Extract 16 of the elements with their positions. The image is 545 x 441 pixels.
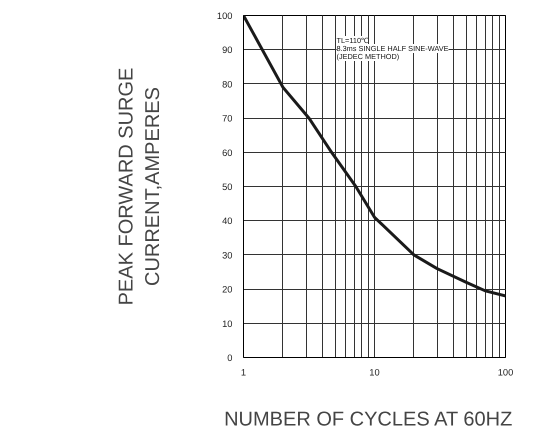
y-tick-label: 40 bbox=[222, 216, 233, 226]
x-tick-label: 100 bbox=[498, 368, 514, 378]
x-tick-label: 10 bbox=[369, 368, 380, 378]
y-tick-label: 20 bbox=[222, 284, 233, 295]
y-tick-label: 10 bbox=[222, 318, 233, 329]
y-axis-title: PEAK FORWARD SURGE CURRENT,AMPERES bbox=[116, 68, 164, 306]
y-tick-label: 30 bbox=[222, 250, 233, 260]
y-tick-label: 90 bbox=[222, 45, 233, 56]
y-tick-label: 50 bbox=[222, 182, 233, 192]
x-tick-label: 1 bbox=[240, 368, 246, 378]
x-axis-title: NUMBER OF CYCLES AT 60HZ bbox=[224, 408, 512, 430]
y-tick-label: 80 bbox=[222, 79, 233, 90]
y-tick-label: 60 bbox=[222, 148, 233, 158]
y-tick-label: 0 bbox=[227, 353, 233, 363]
y-tick-label: 100 bbox=[216, 11, 233, 21]
y-tick-label: 70 bbox=[222, 114, 233, 124]
